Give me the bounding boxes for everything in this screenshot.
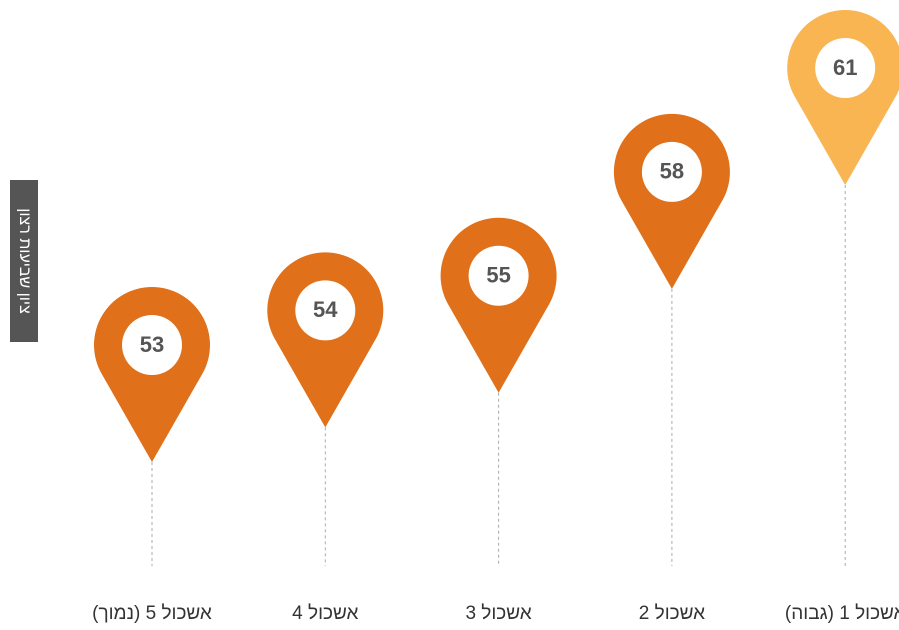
x-tick-label: אשכול 3 (465, 603, 531, 624)
x-tick-label: אשכול 2 (639, 603, 705, 624)
x-tick-label: אשכול 4 (292, 603, 358, 624)
value-label: 55 (486, 263, 510, 288)
value-label: 61 (833, 55, 857, 80)
value-label: 54 (313, 297, 338, 322)
x-tick-label: אשכול 5 (נמוך) (92, 603, 212, 624)
pin-hole (122, 315, 182, 375)
pin-hole (468, 245, 529, 306)
y-axis-label-box (10, 180, 38, 342)
pin-hole (641, 141, 702, 202)
x-tick-label: אשכול 1 (גבוה) (785, 603, 899, 624)
pin-hole (815, 38, 876, 98)
pin-hole (295, 280, 356, 341)
value-label: 53 (140, 332, 164, 357)
y-axis-label: ציון שביעות רצון (16, 208, 33, 314)
value-label: 58 (660, 159, 684, 184)
